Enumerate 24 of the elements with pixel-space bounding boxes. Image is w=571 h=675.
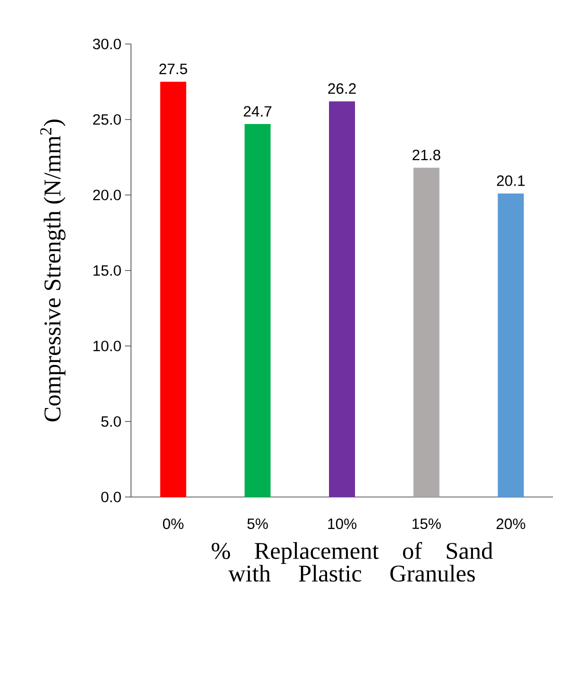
bar: [413, 168, 440, 497]
bar: [328, 101, 355, 497]
data-label: 27.5: [159, 64, 188, 74]
y-tick-label: 5.0: [101, 416, 121, 427]
x-tick-label: 5%: [247, 518, 268, 530]
y-tick-label: 15.0: [94, 265, 121, 276]
data-label: 24.7: [244, 106, 272, 117]
x-tick-label: 15%: [412, 518, 441, 530]
y-axis-title: Compressive Strength (N/mm$^{2}$): [40, 120, 66, 422]
bar: [498, 193, 524, 497]
y-tick-label: 10.0: [94, 340, 121, 352]
data-label: 20.1: [497, 175, 525, 186]
x-tick-label: 20%: [496, 518, 526, 530]
x-tick-label: 0%: [162, 518, 184, 530]
data-label: 21.8: [412, 150, 440, 160]
bar: [244, 124, 271, 497]
data-label: 26.2: [328, 83, 356, 94]
y-tick-label: 0.0: [101, 492, 121, 502]
y-tick-label: 30.0: [92, 38, 121, 50]
x-tick-label: 10%: [328, 518, 356, 530]
y-tick-label: 20.0: [93, 190, 121, 200]
y-tick-label: 25.0: [93, 114, 121, 125]
x-axis-title: % Replacement of Sand with Plastic Granules: [212, 542, 493, 582]
bar: [160, 82, 186, 497]
